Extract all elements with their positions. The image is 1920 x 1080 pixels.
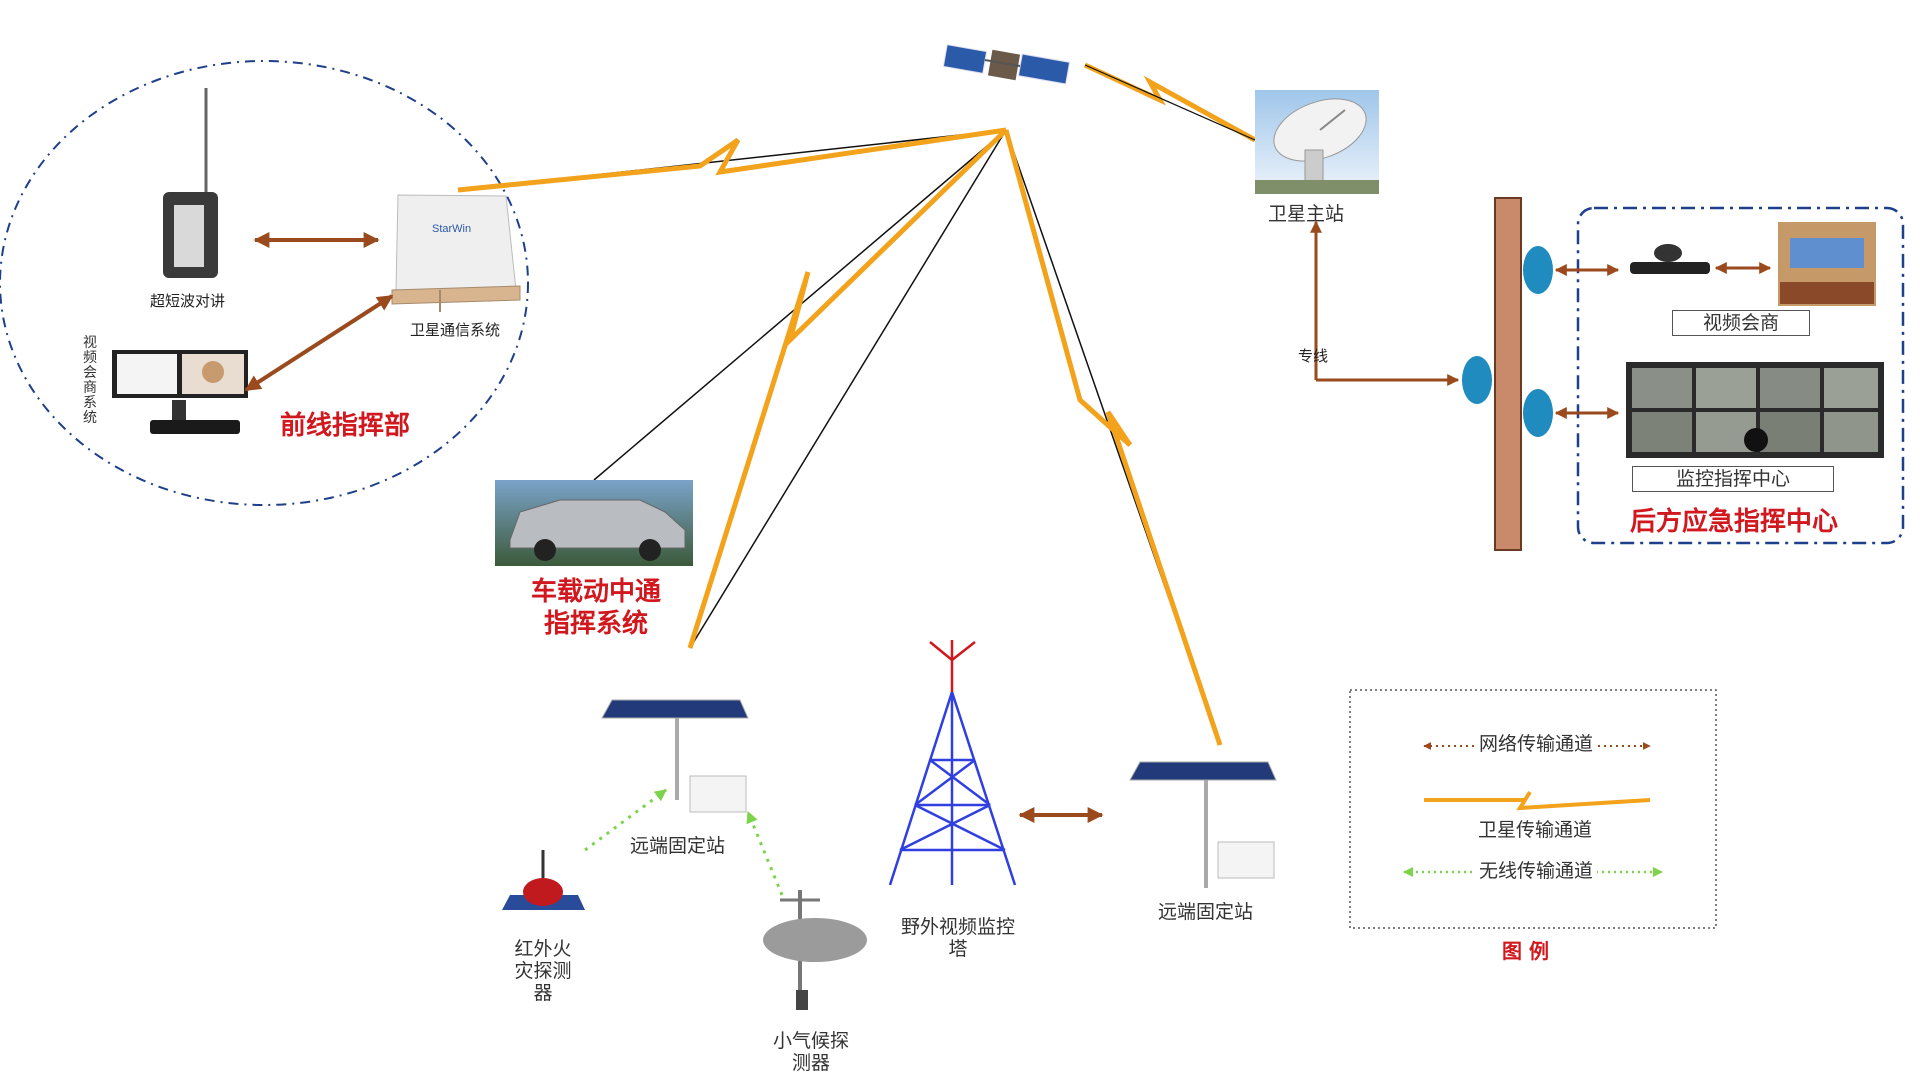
- backbone-pole: [1494, 197, 1522, 551]
- satellite-master-station-label: 卫星主站: [1268, 203, 1345, 225]
- car-icon: [495, 480, 693, 566]
- tower-label: 野外视频监控塔: [900, 916, 1015, 960]
- video-conf-system-label: 视频会商系统: [83, 335, 97, 426]
- satellite-icon: [942, 44, 1071, 85]
- legend-satellite-label: 卫星传输通道: [1478, 819, 1593, 841]
- monitor-command-center-label: 监控指挥中心: [1632, 466, 1834, 492]
- rear-command-boundary: [1576, 206, 1905, 545]
- front-command-boundary: [0, 60, 529, 506]
- shortwave-radio-label: 超短波对讲: [150, 292, 226, 310]
- satellite-links: [457, 62, 1257, 746]
- vehicle-system-title-line2: 指挥系统: [543, 609, 648, 639]
- fire-detector-icon: [502, 850, 585, 910]
- zig-vehicle: [690, 282, 860, 648]
- solar-panel-icon: [601, 699, 749, 813]
- conference-room-icon: [1778, 222, 1876, 306]
- infrared-fire-detector-label: 红外火灾探测器: [514, 938, 572, 1004]
- weather-station-icon: [763, 890, 867, 1010]
- starwin-logo: StarWin: [432, 223, 471, 235]
- video-conference-terminal-icon: [1630, 244, 1710, 274]
- video-terminal-icon: [112, 350, 248, 434]
- flat-antenna-icon: [391, 194, 521, 312]
- weather-to-station-wireless: [746, 810, 784, 896]
- video-conference-label: 视频会商: [1672, 310, 1810, 336]
- legend-network-label: 网络传输通道: [1475, 733, 1598, 756]
- dish-antenna-icon: [1255, 90, 1379, 194]
- remote-station-right-label: 远端固定站: [1158, 901, 1254, 923]
- rear-command-center-title: 后方应急指挥中心: [1630, 507, 1839, 537]
- solar-panel-icon: [1129, 761, 1277, 888]
- weather-detector-label: 小气候探测器: [772, 1030, 849, 1074]
- remote-station-left-label: 远端固定站: [630, 835, 726, 857]
- front-command-title: 前线指挥部: [280, 411, 411, 441]
- satellite-comm-system-label: 卫星通信系统: [410, 321, 501, 339]
- monitor-wall-icon: [1626, 362, 1884, 458]
- router-icon: [1462, 246, 1553, 437]
- legend-wireless-label: 无线传输通道: [1475, 860, 1598, 883]
- tower-icon: [888, 640, 1017, 886]
- antenna-to-terminal-arrow: [244, 294, 394, 392]
- leased-line-label: 专线: [1298, 347, 1329, 365]
- vehicle-system-title-line1: 车载动中通: [530, 577, 661, 607]
- legend-title: 图 例: [1502, 939, 1549, 963]
- legend-satellite-line: [1424, 790, 1651, 811]
- radio-icon: [163, 88, 218, 278]
- legend-box: [1349, 689, 1717, 929]
